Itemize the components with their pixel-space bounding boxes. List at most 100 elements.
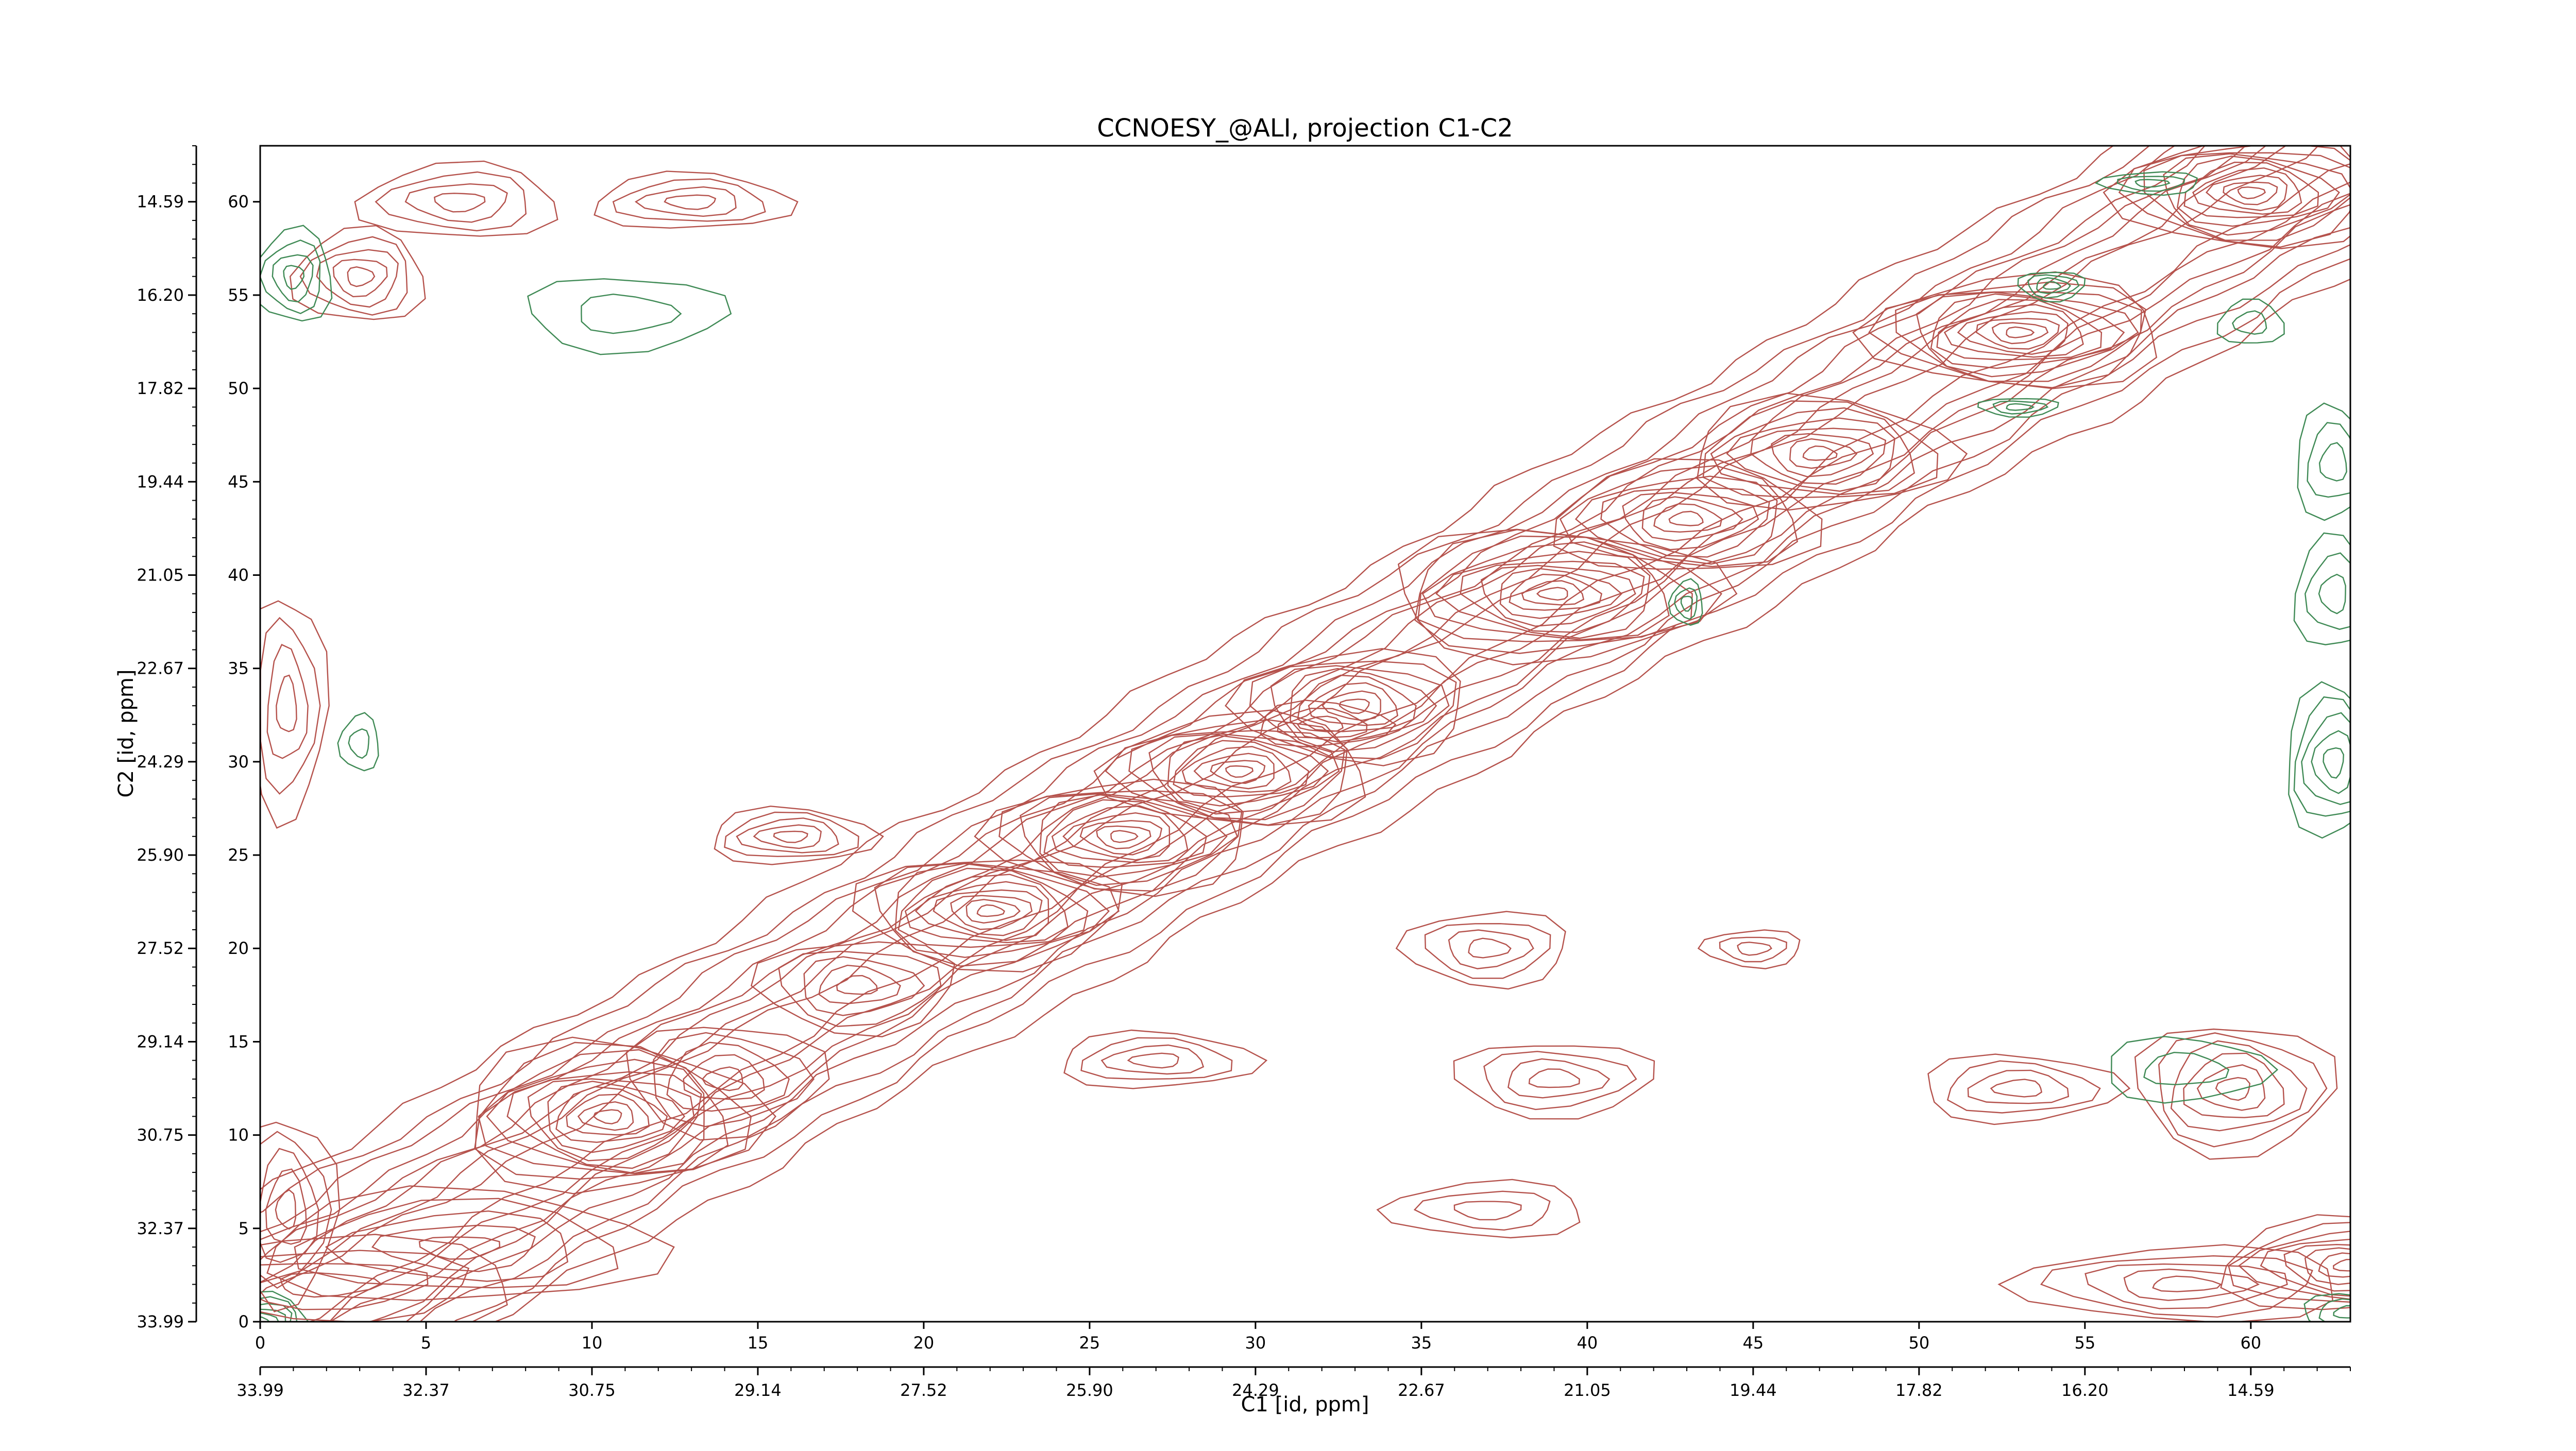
positive-peak-contour xyxy=(266,1185,675,1301)
positive-peak-contour xyxy=(1480,565,1636,627)
positive-peak-contour xyxy=(2176,155,2340,227)
ridge-contour xyxy=(260,146,2286,1284)
positive-peak-contour xyxy=(634,186,737,217)
x-ppm-tick-label: 14.59 xyxy=(2227,1380,2275,1400)
positive-peak-contour xyxy=(299,236,408,316)
y-ppm-tick-label: 24.29 xyxy=(137,752,184,772)
positive-peak-contour xyxy=(1321,690,1381,721)
chart-title: CCNOESY_@ALI, projection C1-C2 xyxy=(1097,114,1513,143)
positive-peak-contour xyxy=(577,1101,634,1131)
positive-peak-contour xyxy=(1270,665,1450,753)
positive-peak-contour xyxy=(1967,1069,2070,1104)
positive-peak-contour xyxy=(260,1131,332,1289)
y-index-tick-label: 0 xyxy=(239,1312,249,1331)
positive-peak-contour xyxy=(1710,407,1916,496)
x-index-tick-label: 25 xyxy=(1079,1333,1100,1353)
positive-peak-contour xyxy=(1225,648,1461,766)
positive-peak-contour xyxy=(965,899,1021,924)
negative-peak-contour xyxy=(2116,176,2185,192)
negative-peak-contour xyxy=(2323,747,2345,779)
positive-peak-contour xyxy=(1641,496,1743,542)
positive-peak-contour xyxy=(1916,292,2139,378)
positive-peak-contour xyxy=(2192,167,2302,215)
negative-peak-contour xyxy=(260,240,321,314)
ridge-contour xyxy=(419,244,2350,1322)
positive-peak-contour xyxy=(852,859,1123,972)
positive-peak-contour xyxy=(1559,465,1799,568)
positive-peak-contour xyxy=(2170,1040,2308,1132)
positive-peak-contour xyxy=(1100,1044,1205,1075)
positive-peak-contour xyxy=(702,1066,743,1091)
y-index-tick-label: 35 xyxy=(228,659,249,678)
y-ppm-tick-label: 30.75 xyxy=(137,1125,184,1145)
positive-peak-contour xyxy=(714,805,884,865)
positive-peak-contour xyxy=(874,862,1120,967)
positive-peak-contour xyxy=(1702,400,1939,499)
positive-peak-contour xyxy=(347,266,376,287)
positive-peak-contour xyxy=(778,950,942,1027)
positive-peak-contour xyxy=(1421,541,1670,641)
positive-peak-contour xyxy=(1696,392,1968,511)
positive-peak-contour xyxy=(1946,1060,2101,1114)
x-ppm-tick-label: 30.75 xyxy=(568,1380,616,1400)
negative-peak-contour xyxy=(260,1296,298,1322)
positive-peak-contour xyxy=(1802,445,1838,461)
positive-peak-contour xyxy=(1943,304,2084,358)
positive-peak-contour xyxy=(1930,293,2125,369)
negative-peak-contour xyxy=(2036,277,2072,294)
positive-peak-contour xyxy=(2318,1252,2350,1278)
x-ppm-tick-label: 32.37 xyxy=(402,1380,450,1400)
ridge-contour xyxy=(260,146,2247,1261)
x-ppm-tick-label: 24.29 xyxy=(1232,1380,1279,1400)
positive-peak-contour xyxy=(1726,417,1895,492)
negative-peak-contour xyxy=(2111,1036,2279,1104)
positive-peak-contour xyxy=(753,824,822,849)
positive-peak-contour xyxy=(2163,153,2350,236)
positive-peak-contour xyxy=(1927,1053,2131,1125)
positive-peak-contour xyxy=(1290,668,1437,743)
positive-peak-contour xyxy=(260,1250,470,1322)
x-ppm-tick-label: 21.05 xyxy=(1564,1380,1611,1400)
positive-peak-contour xyxy=(1435,551,1651,639)
y-ppm-tick-label: 19.44 xyxy=(137,472,184,491)
positive-peak-contour xyxy=(1697,929,1801,969)
x-index-tick-label: 5 xyxy=(421,1333,431,1353)
negative-peak-contour xyxy=(2318,573,2346,614)
y-ppm-tick-label: 14.59 xyxy=(137,192,184,212)
positive-peak-contour xyxy=(2215,1077,2251,1101)
positive-peak-contour xyxy=(1622,491,1759,551)
positive-peak-contour xyxy=(1553,458,1823,570)
positive-peak-contour xyxy=(1468,937,1512,959)
negative-peak-contour xyxy=(1977,398,2059,418)
positive-peak-contour xyxy=(1039,794,1228,878)
positive-peak-contour xyxy=(1719,936,1787,963)
positive-peak-contour xyxy=(418,1236,501,1260)
negative-peak-contour xyxy=(2318,1298,2350,1322)
positive-peak-contour xyxy=(1653,503,1723,533)
negative-peak-contour xyxy=(2134,179,2171,188)
positive-peak-contour xyxy=(2123,1268,2260,1301)
positive-peak-contour xyxy=(473,1042,752,1180)
y-index-tick-label: 50 xyxy=(228,379,249,398)
negative-peak-contour xyxy=(337,712,379,772)
positive-peak-contour xyxy=(2084,1263,2288,1309)
positive-peak-contour xyxy=(555,1086,668,1143)
positive-peak-contour xyxy=(1167,735,1329,807)
negative-peak-contour xyxy=(2333,1305,2350,1319)
ridge-contour xyxy=(260,146,2206,1240)
positive-peak-contour xyxy=(736,817,839,853)
y-axis-label: C2 [id, ppm] xyxy=(114,670,138,798)
negative-peak-contour xyxy=(1673,587,1698,620)
positive-peak-contour xyxy=(354,160,558,237)
positive-peak-contour xyxy=(1414,529,1723,654)
positive-peak-contour xyxy=(1453,1201,1522,1221)
positive-peak-contour xyxy=(1737,942,1772,956)
positive-peak-contour xyxy=(1936,299,2103,361)
positive-peak-contour xyxy=(1277,707,1368,739)
positive-peak-contour xyxy=(1260,699,1397,748)
positive-peak-contour xyxy=(474,1036,776,1194)
positive-peak-contour xyxy=(1507,1058,1611,1099)
positive-peak-contour xyxy=(1249,660,1457,760)
negative-peak-contour xyxy=(260,1312,280,1322)
positive-peak-contour xyxy=(612,178,766,222)
